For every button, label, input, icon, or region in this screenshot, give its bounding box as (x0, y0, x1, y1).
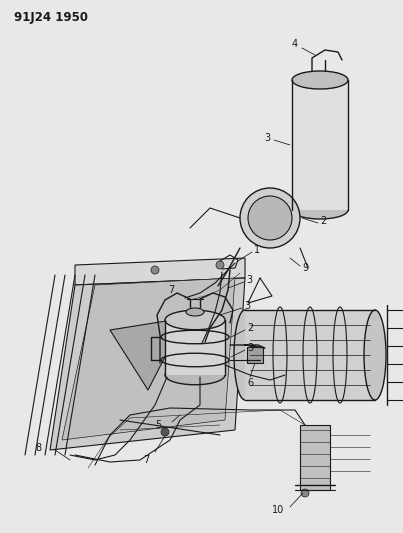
Circle shape (301, 489, 309, 497)
Ellipse shape (165, 310, 225, 330)
Ellipse shape (186, 308, 204, 316)
Text: 3: 3 (247, 343, 253, 353)
Polygon shape (245, 310, 375, 400)
Text: 3: 3 (244, 301, 250, 311)
Text: 10: 10 (272, 505, 284, 515)
Ellipse shape (165, 365, 225, 385)
Text: 91J24 1950: 91J24 1950 (14, 12, 88, 25)
Ellipse shape (292, 71, 348, 89)
Text: 2: 2 (320, 216, 326, 226)
Polygon shape (247, 347, 263, 363)
Text: 6: 6 (247, 378, 253, 388)
Text: 3: 3 (264, 133, 270, 143)
Polygon shape (50, 278, 245, 450)
Text: 5: 5 (155, 420, 161, 430)
Text: 8: 8 (35, 443, 41, 453)
Circle shape (240, 188, 300, 248)
Polygon shape (110, 318, 185, 390)
Text: 4: 4 (292, 39, 298, 49)
Ellipse shape (364, 310, 386, 400)
Circle shape (161, 428, 169, 436)
Circle shape (216, 261, 224, 269)
Polygon shape (62, 278, 235, 440)
Polygon shape (292, 80, 348, 210)
Text: 9: 9 (302, 263, 308, 273)
Circle shape (151, 266, 159, 274)
Ellipse shape (292, 201, 348, 219)
Polygon shape (165, 320, 225, 375)
Polygon shape (75, 258, 245, 285)
Text: 3: 3 (246, 275, 252, 285)
Text: 2: 2 (247, 323, 253, 333)
Ellipse shape (234, 310, 256, 400)
Text: 1: 1 (254, 245, 260, 255)
Polygon shape (300, 425, 330, 490)
Text: 7: 7 (168, 285, 174, 295)
Circle shape (248, 196, 292, 240)
Text: 7: 7 (143, 455, 149, 465)
